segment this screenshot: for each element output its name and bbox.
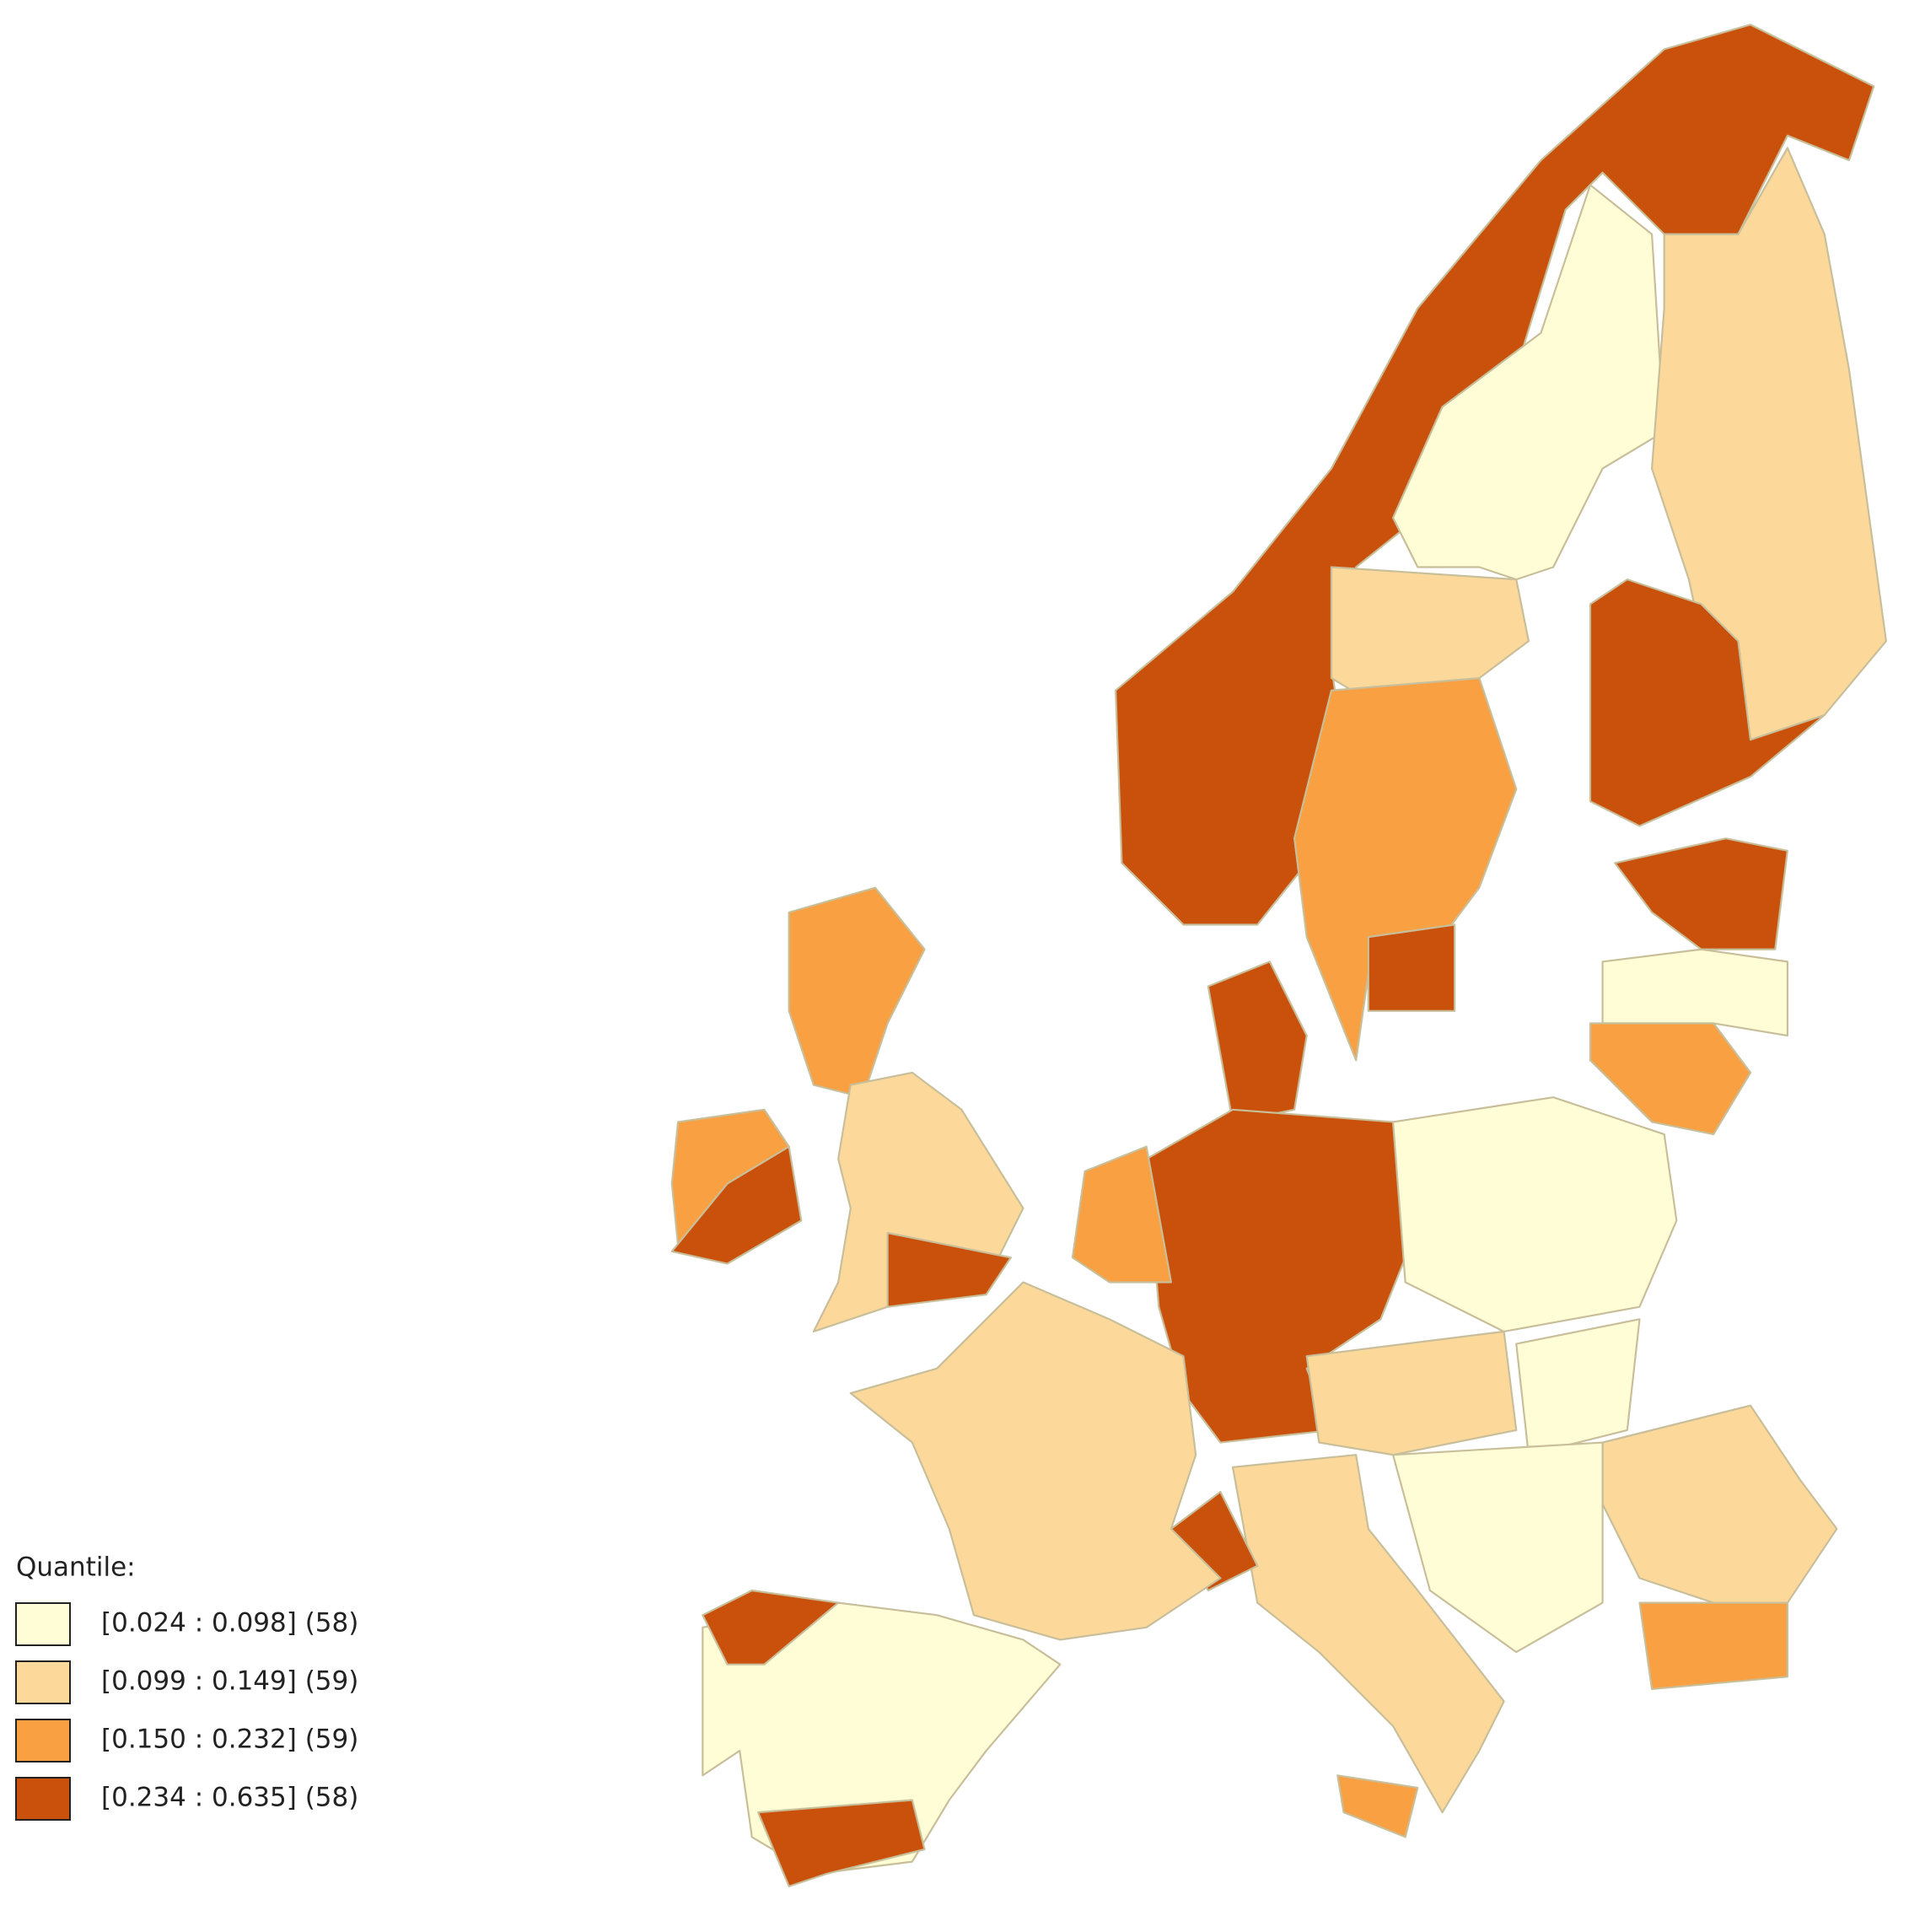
legend-label: [0.150 : 0.232] (59) [101, 1725, 358, 1755]
england-south [886, 1231, 1012, 1308]
legend-label: [0.234 : 0.635] (58) [101, 1783, 358, 1813]
denmark [1207, 961, 1308, 1123]
legend-swatch [15, 1602, 71, 1646]
scotland [788, 886, 926, 1099]
sweden-southeast [1367, 923, 1456, 1012]
estonia [1614, 837, 1788, 950]
legend-swatch [15, 1777, 71, 1821]
legend-label: [0.099 : 0.149] (59) [101, 1666, 358, 1697]
italy [1231, 1454, 1505, 1814]
central-europe [1305, 1330, 1518, 1456]
spain-northwest [702, 1589, 840, 1666]
hungary-slovakia [1515, 1318, 1641, 1456]
benelux [1071, 1145, 1172, 1284]
legend: Quantile: [0.024 : 0.098] (58) [0.099 : 0… [15, 1553, 358, 1821]
france [849, 1281, 1222, 1641]
finland-south [1589, 579, 1826, 827]
legend-swatch [15, 1660, 71, 1704]
andalusia [757, 1799, 926, 1887]
lithuania [1589, 1022, 1752, 1136]
bulgaria [1638, 1601, 1788, 1691]
sweden-north [1391, 184, 1665, 581]
romania [1601, 1404, 1838, 1604]
poland [1391, 1096, 1678, 1333]
spain [702, 1601, 1062, 1875]
legend-swatch [15, 1719, 71, 1762]
finland [1650, 147, 1887, 753]
map-regions [670, 24, 1887, 1887]
sicily [1336, 1774, 1419, 1838]
legend-title: Quantile: [16, 1553, 136, 1583]
ireland-south [670, 1145, 803, 1265]
legend-label: [0.024 : 0.098] (58) [101, 1608, 358, 1639]
balkans [1391, 1441, 1604, 1654]
